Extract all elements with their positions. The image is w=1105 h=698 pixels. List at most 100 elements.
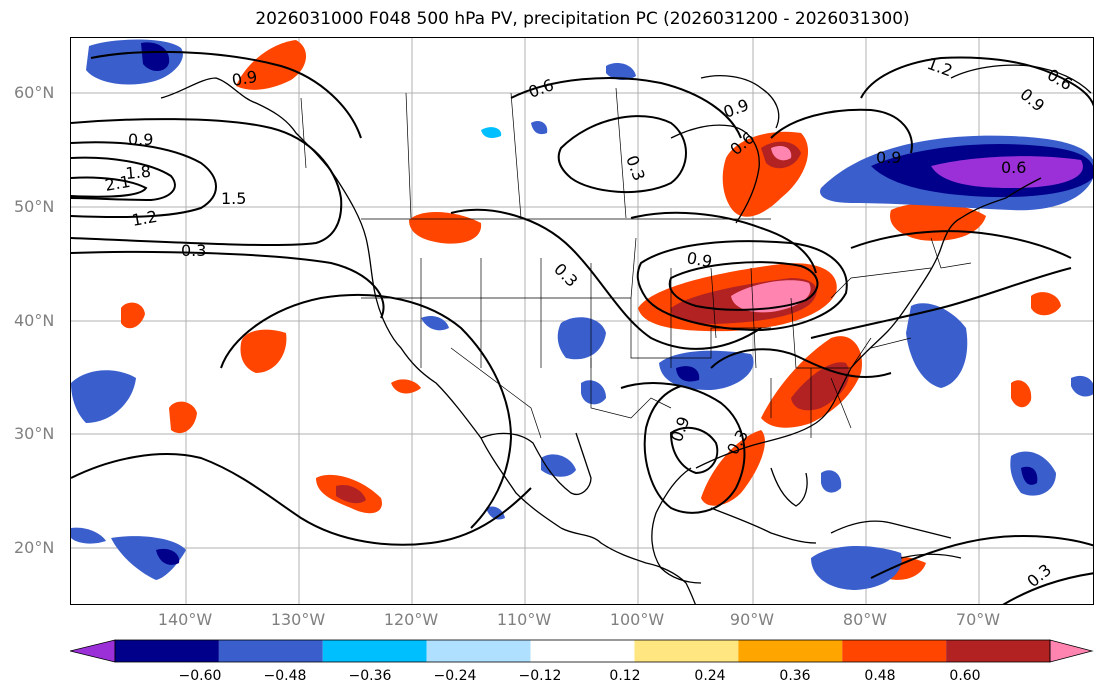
colorbar-extend-high <box>1049 639 1094 663</box>
contour-label: 0.9 <box>876 148 901 167</box>
pv-contour <box>71 118 343 247</box>
contour-label: 1.8 <box>125 162 152 183</box>
colorbar-segment <box>738 640 843 662</box>
map-canvas: 0.9 0.9 1.8 2.1 1.5 1.2 0.3 0.6 0.3 0.9 … <box>71 38 1093 604</box>
pv-contour <box>669 426 719 475</box>
precip-blob <box>676 366 700 382</box>
precip-blob <box>336 484 366 504</box>
colorbar-segments <box>70 639 1094 663</box>
contour-label: 0.3 <box>181 241 206 260</box>
lon-label-130w: 130°W <box>270 610 326 629</box>
lat-label-60: 60°N <box>14 83 55 102</box>
pv-contour <box>71 141 217 219</box>
colorbar-tick-label: 0.48 <box>864 668 896 684</box>
colorbar-extend-low <box>70 639 116 663</box>
precip-blob <box>581 380 606 405</box>
precip-blob <box>169 401 197 434</box>
pv-contour <box>630 211 817 274</box>
precip-blob <box>771 146 792 161</box>
pv-contour <box>220 293 513 529</box>
pv-contour <box>557 115 687 193</box>
pv-contour <box>710 348 892 379</box>
precip-blob <box>811 546 902 590</box>
contour-label: 0.3 <box>550 259 581 290</box>
lon-label-90w: 90°W <box>729 610 775 629</box>
colorbar-segment <box>530 640 635 662</box>
precip-blob <box>240 329 287 373</box>
precip-blob <box>486 506 505 520</box>
precip-blob <box>791 362 850 411</box>
pv-contour <box>1002 572 1093 604</box>
precip-blob <box>1011 380 1032 408</box>
lon-label-110w: 110°W <box>496 610 552 629</box>
colorbar-tick-label: −0.60 <box>178 668 222 684</box>
precip-blob <box>701 430 765 506</box>
contour-label: 0.9 <box>128 130 153 149</box>
colorbar-tick-label: −0.12 <box>518 668 562 684</box>
pv-contour <box>90 50 362 139</box>
contour-label: 0.9 <box>1016 85 1048 116</box>
contour-label: 0.9 <box>685 248 713 271</box>
precip-blob <box>421 316 449 331</box>
lat-lon-grid <box>71 38 1093 604</box>
pv-contour <box>668 261 819 311</box>
colorbar-tick-label: 0.60 <box>949 668 981 684</box>
colorbar-tick-label: −0.36 <box>348 668 392 684</box>
precip-blob <box>1021 466 1038 485</box>
colorbar-tick-label: 0.24 <box>694 668 726 684</box>
map-panel: 0.9 0.9 1.8 2.1 1.5 1.2 0.3 0.6 0.3 0.9 … <box>70 37 1094 605</box>
colorbar-tick-label: −0.24 <box>433 668 477 684</box>
colorbar-segment <box>946 640 1050 662</box>
colorbar-segment <box>115 640 219 662</box>
precip-blob <box>156 548 180 565</box>
contour-label: 0.3 <box>1023 560 1055 591</box>
precip-blob <box>1031 292 1061 316</box>
contour-label: 0.6 <box>1001 158 1026 177</box>
contour-label: 0.3 <box>622 153 649 183</box>
precip-blob <box>606 63 636 80</box>
pv-contours <box>71 50 1093 604</box>
precip-blob <box>111 536 186 580</box>
pv-contour <box>636 240 848 332</box>
pv-contour <box>620 382 746 514</box>
precip-blob <box>906 303 968 388</box>
lat-label-20: 20°N <box>14 538 55 557</box>
colorbar-segment <box>634 640 739 662</box>
precip-blob <box>71 370 136 423</box>
precip-blob <box>391 379 421 394</box>
precip-blob <box>481 127 502 138</box>
lon-label-70w: 70°W <box>955 610 1001 629</box>
colorbar-segment <box>322 640 427 662</box>
contour-label: 1.2 <box>130 207 158 230</box>
colorbar-tick-label: 0.12 <box>609 668 641 684</box>
lat-label-40: 40°N <box>14 311 55 330</box>
contour-label: 0.6 <box>526 75 556 102</box>
contour-label: 0.9 <box>667 414 694 444</box>
pv-contour <box>810 267 1072 339</box>
colorbar-tick-label: −0.48 <box>263 668 307 684</box>
contour-label: 2.1 <box>103 172 131 195</box>
map-title: 2026031000 F048 500 hPa PV, precipitatio… <box>255 9 910 29</box>
colorbar-border <box>114 639 1051 663</box>
lat-label-50: 50°N <box>14 197 55 216</box>
pv-contour <box>850 230 1072 259</box>
contour-label: 0.9 <box>230 67 258 90</box>
lon-label-80w: 80°W <box>842 610 888 629</box>
precipitation-shading <box>71 39 1093 590</box>
lon-label-100w: 100°W <box>609 610 665 629</box>
precip-blob <box>71 527 106 544</box>
lon-label-120w: 120°W <box>383 610 439 629</box>
precip-blob <box>531 121 548 135</box>
borders <box>300 87 972 439</box>
pv-contour <box>860 56 1093 107</box>
colorbar-segment <box>842 640 947 662</box>
precip-blob <box>557 317 606 360</box>
precip-blob <box>409 212 482 244</box>
colorbar-segment <box>426 640 531 662</box>
pv-contour <box>71 156 176 202</box>
colorbar <box>70 639 1094 663</box>
pv-contour <box>450 209 762 350</box>
pv-contour <box>71 250 385 319</box>
contour-label: 0.9 <box>721 95 751 122</box>
precip-blob <box>141 42 170 72</box>
